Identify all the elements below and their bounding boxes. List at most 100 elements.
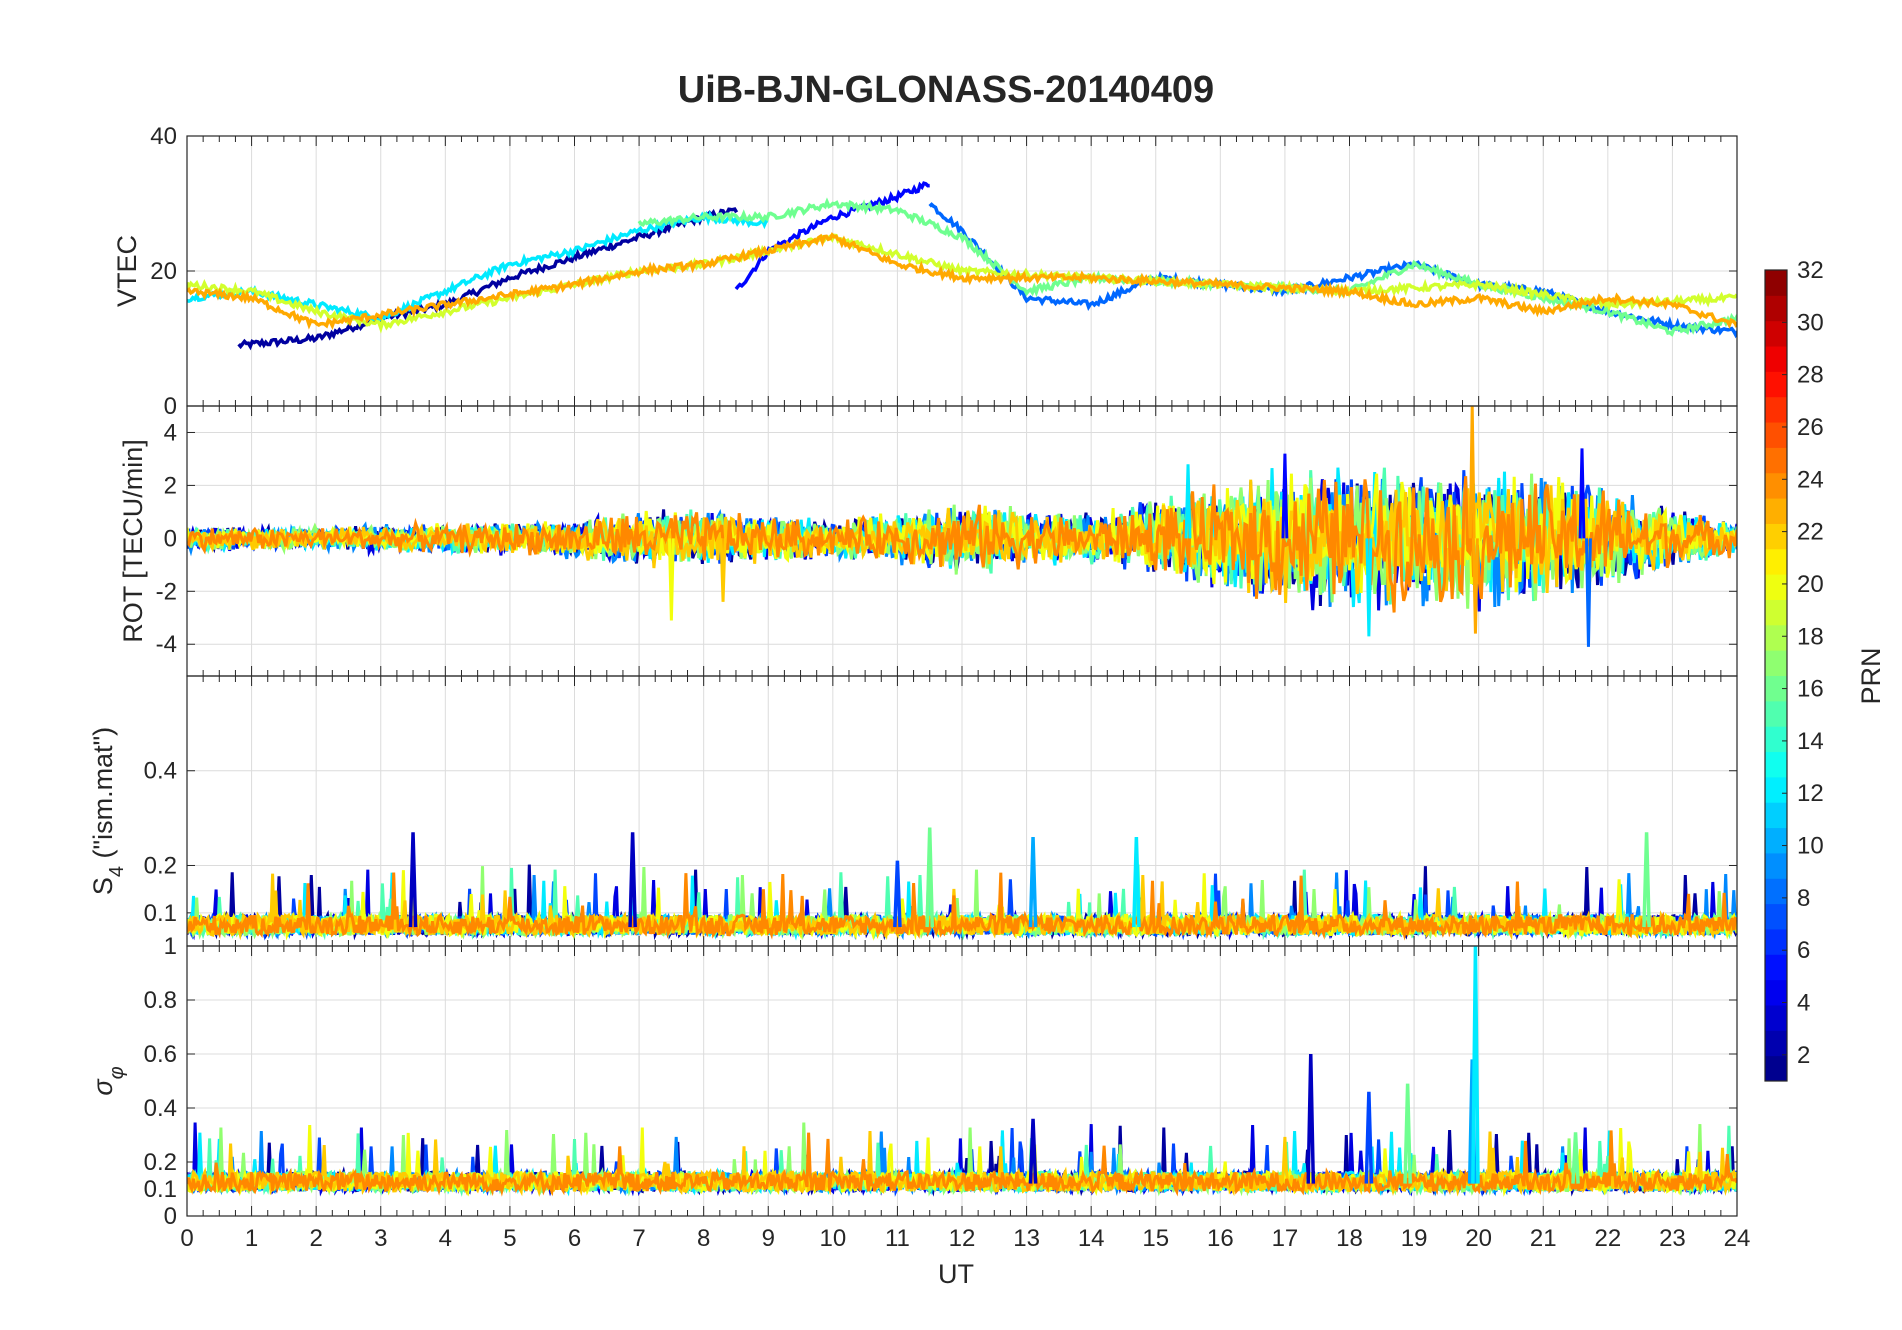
colorbar-swatch — [1765, 498, 1787, 524]
colorbar-swatch — [1765, 574, 1787, 600]
sigma_phi-series-line — [187, 1130, 1737, 1197]
s4-spike — [1642, 832, 1651, 928]
rot-y-axis-label: ROT [TECU/min] — [118, 439, 148, 643]
colorbar-swatch — [1765, 523, 1787, 550]
colorbar-swatch — [1765, 320, 1787, 347]
colorbar-tick-label: 26 — [1797, 414, 1824, 441]
sigma_phi-y-axis-label: σφ — [88, 1066, 128, 1095]
vtec-series-line — [187, 232, 1737, 331]
x-tick-label: 5 — [503, 1225, 516, 1252]
rot-spike — [1578, 448, 1586, 539]
colorbar-tick-label: 28 — [1797, 362, 1824, 389]
vtec-data — [187, 181, 1737, 351]
colorbar-tick-label: 30 — [1797, 309, 1824, 336]
colorbar-swatch — [1765, 270, 1787, 296]
colorbar-swatch — [1765, 675, 1787, 702]
y-tick-label: 0.1 — [144, 900, 177, 927]
rot-spike — [719, 538, 727, 602]
colorbar-tick-label: 22 — [1797, 519, 1824, 546]
y-tick-label: -4 — [156, 631, 177, 658]
rot-spike — [1472, 538, 1479, 634]
colorbar-swatch — [1765, 979, 1787, 1006]
vtec-y-axis-label: VTEC — [112, 235, 142, 307]
colorbar-swatch — [1765, 396, 1787, 423]
colorbar-tick-label: 20 — [1797, 571, 1824, 598]
colorbar-swatch — [1765, 599, 1787, 626]
y-tick-label: -2 — [156, 578, 177, 605]
x-tick-label: 22 — [1594, 1225, 1621, 1252]
rot-panel: -4 -2 0 2 4 ROT [TECU/min] — [118, 405, 1738, 677]
colorbar-label: PRN — [1856, 647, 1886, 704]
x-tick-label: 8 — [697, 1225, 710, 1252]
colorbar-tick-label: 14 — [1797, 728, 1824, 755]
x-tick-label: 3 — [374, 1225, 387, 1252]
x-tick-label: 10 — [819, 1225, 846, 1252]
sigma_phi-data — [187, 946, 1737, 1197]
y-tick-label: 0.1 — [144, 1176, 177, 1203]
x-tick-label: 13 — [1013, 1225, 1040, 1252]
figure-title: UiB-BJN-GLONASS-20140409 — [678, 69, 1214, 111]
y-tick-label: 0.4 — [144, 758, 177, 785]
y-tick-label: 0.8 — [144, 987, 177, 1014]
vtec-series-line — [928, 202, 1737, 339]
colorbar-swatch — [1765, 700, 1787, 727]
y-tick-label: 20 — [150, 258, 177, 285]
x-tick-label: 2 — [309, 1225, 322, 1252]
x-tick-label: 9 — [762, 1225, 775, 1252]
rot-spike — [1468, 406, 1476, 539]
colorbar-tick-label: 24 — [1797, 466, 1824, 493]
colorbar-swatch — [1765, 776, 1787, 803]
colorbar-tick-label: 8 — [1797, 885, 1810, 912]
sigma_phi-spike — [1306, 1053, 1316, 1184]
y-tick-label: 0.2 — [144, 852, 177, 879]
y-tick-label: 0 — [164, 393, 177, 420]
x-axis-label: UT — [938, 1259, 974, 1289]
colorbar-tick-label: 6 — [1797, 937, 1810, 964]
colorbar-swatch — [1765, 624, 1787, 651]
s4-spike — [1028, 837, 1038, 928]
sigma_phi-panel: 00.10.2 0.4 0.6 0.8 1 σφ — [88, 933, 1738, 1230]
colorbar-swatch — [1765, 650, 1787, 676]
x-tick-label: 18 — [1336, 1225, 1363, 1252]
colorbar-swatch — [1765, 447, 1787, 474]
x-tick-label: 23 — [1659, 1225, 1686, 1252]
y-tick-label: 40 — [150, 123, 177, 150]
vtec-series-line — [637, 197, 1737, 337]
colorbar-swatch — [1765, 1055, 1787, 1082]
colorbar-tick-label: 4 — [1797, 990, 1810, 1017]
s4-data — [187, 827, 1737, 941]
s4-spike — [925, 827, 935, 928]
x-tick-label: 15 — [1142, 1225, 1169, 1252]
colorbar-swatch — [1765, 954, 1787, 981]
colorbar-swatch — [1765, 751, 1787, 778]
x-tick-label: 11 — [885, 1225, 910, 1252]
colorbar-swatch — [1765, 295, 1787, 322]
x-tick-label: 17 — [1272, 1225, 1299, 1252]
x-tick-label: 19 — [1401, 1225, 1428, 1252]
x-tick-label: 20 — [1465, 1225, 1492, 1252]
colorbar-frame — [1764, 269, 1788, 1082]
colorbar-swatch — [1765, 928, 1787, 955]
rot-series-line — [187, 476, 1737, 613]
colorbar-swatch — [1765, 371, 1787, 398]
x-tick-label: 12 — [949, 1225, 976, 1252]
x-tick-label: 1 — [245, 1225, 258, 1252]
s4-spike — [893, 860, 902, 928]
s4-y-axis-label: S4 ("ism.mat") — [88, 727, 128, 895]
sigma_phi-spike — [1028, 1118, 1038, 1184]
rot-spike — [1281, 453, 1289, 539]
s4-spike — [408, 832, 418, 928]
x-tick-label: 6 — [568, 1225, 581, 1252]
rot-spike — [1184, 464, 1192, 539]
colorbar-tick-label: 2 — [1797, 1042, 1810, 1069]
vtec-panel: 0 20 40 VTEC — [112, 123, 1738, 420]
rot-spike — [1585, 538, 1592, 647]
colorbar-swatch — [1765, 548, 1787, 575]
x-tick-label: 4 — [439, 1225, 452, 1252]
vtec-series-line — [237, 207, 739, 351]
colorbar-tick-label: 32 — [1797, 257, 1824, 284]
y-tick-label: 0.2 — [144, 1149, 177, 1176]
vtec-series-line — [187, 233, 1737, 334]
